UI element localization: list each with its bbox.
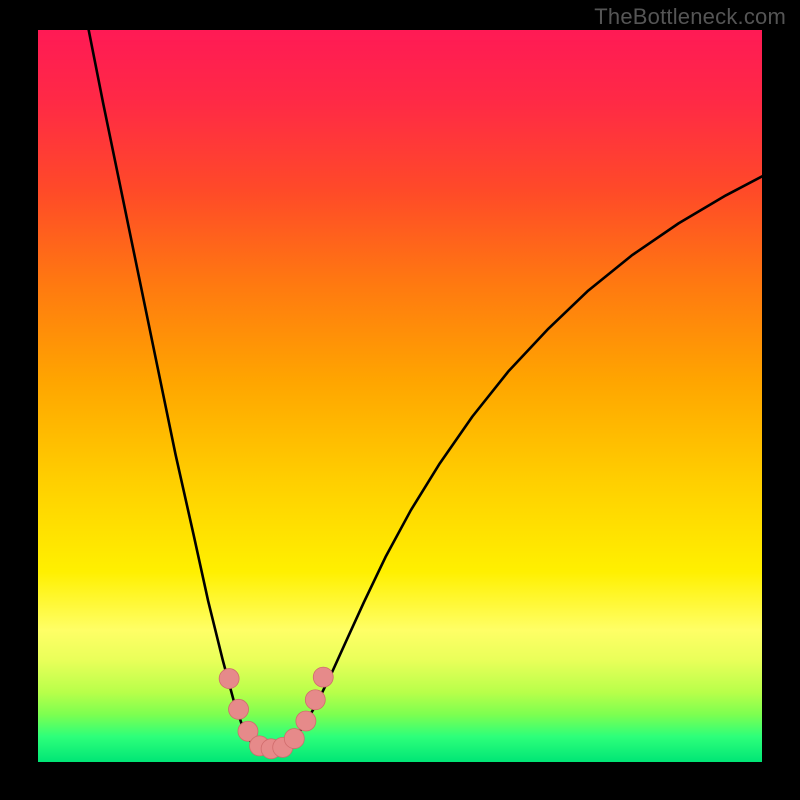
marker-dot bbox=[305, 690, 325, 710]
marker-dot bbox=[284, 729, 304, 749]
plot-area bbox=[38, 30, 762, 762]
bottleneck-chart bbox=[0, 0, 800, 800]
marker-dot bbox=[229, 699, 249, 719]
marker-dot bbox=[313, 667, 333, 687]
watermark-text: TheBottleneck.com bbox=[594, 4, 786, 30]
marker-dot bbox=[296, 711, 316, 731]
marker-dot bbox=[219, 669, 239, 689]
gradient-background bbox=[38, 30, 762, 762]
